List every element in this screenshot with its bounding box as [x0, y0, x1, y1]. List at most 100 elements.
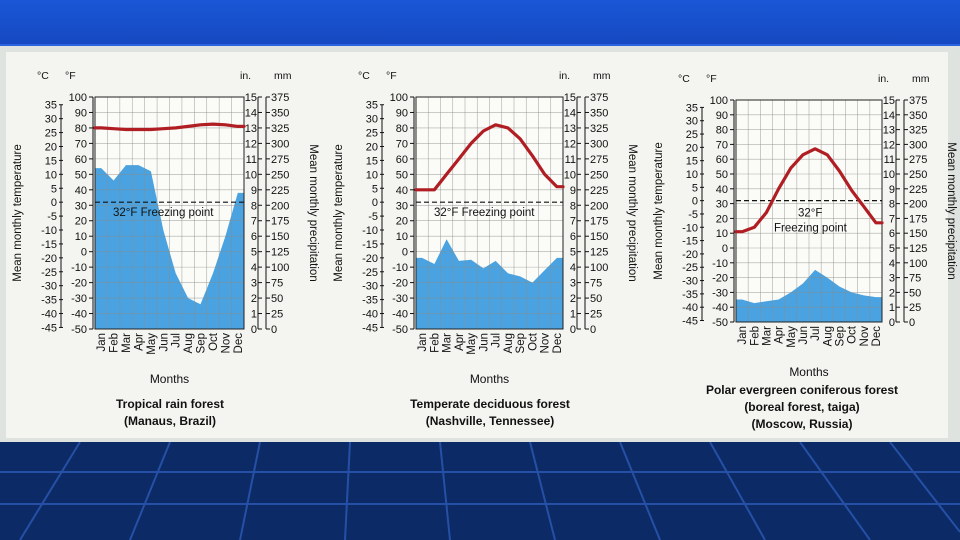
celsius-tick-label: -25 [682, 262, 698, 274]
plot-frame [415, 96, 564, 330]
mm-tick-label: 300 [909, 139, 927, 151]
fahrenheit-tick-label: 40 [75, 185, 87, 197]
mm-tick-label: 225 [271, 185, 289, 197]
chart-subtitle-2: (Moscow, Russia) [752, 417, 853, 431]
month-label: Dec [552, 333, 564, 354]
fahrenheit-tick-label: 90 [396, 107, 408, 119]
inch-tick-label: 7 [570, 216, 576, 228]
month-label: Apr [133, 333, 145, 351]
mm-tick-label: 275 [909, 154, 927, 166]
inch-tick-label: 1 [251, 309, 257, 321]
month-label: Mar [442, 333, 454, 353]
inch-tick-label: 12 [245, 138, 257, 150]
inch-tick-label: 4 [570, 262, 576, 274]
mm-tick-label: 0 [909, 317, 915, 329]
mm-tick-label: 100 [271, 262, 289, 274]
month-label: Apr [774, 326, 786, 344]
celsius-tick-label: -15 [682, 236, 698, 248]
fahrenheit-tick-label: 100 [390, 92, 408, 104]
fahrenheit-tick-label: -40 [71, 309, 87, 321]
month-label: Oct [527, 332, 539, 351]
slide-top-edge [0, 44, 960, 46]
inch-tick-label: 4 [889, 258, 895, 270]
fahrenheit-tick-label: -50 [392, 324, 408, 336]
mm-unit-label: mm [593, 70, 611, 82]
mm-tick-label: 250 [590, 169, 608, 181]
fahrenheit-tick-label: 20 [75, 216, 87, 228]
celsius-tick-label: 0 [372, 197, 378, 209]
celsius-tick-label: 30 [366, 114, 378, 126]
inch-tick-label: 9 [570, 185, 576, 197]
inch-tick-label: 0 [251, 324, 257, 336]
fahrenheit-tick-label: 10 [716, 228, 728, 240]
month-label: Jan [96, 333, 108, 352]
temperature-axis-title: Mean monthly temperature [333, 144, 345, 281]
fahrenheit-tick-label: 80 [75, 123, 87, 135]
plot-frame [735, 99, 883, 323]
mm-tick-label: 225 [909, 184, 927, 196]
chart-title: Polar evergreen coniferous forest [706, 383, 898, 397]
celsius-tick-label: -25 [41, 267, 57, 279]
celsius-tick-label: 5 [372, 183, 378, 195]
celsius-tick-label: 25 [686, 129, 698, 141]
celsius-tick-label: -5 [688, 209, 698, 221]
plot-frame [94, 96, 245, 330]
fahrenheit-tick-label: -10 [712, 258, 728, 270]
celsius-tick-label: 15 [686, 156, 698, 168]
mm-tick-label: 75 [271, 278, 283, 290]
inch-tick-label: 8 [251, 200, 257, 212]
month-label: Mar [761, 326, 773, 346]
temperature-axis-title: Mean monthly temperature [653, 142, 665, 279]
mm-tick-label: 25 [590, 309, 602, 321]
inch-tick-label: 11 [884, 154, 895, 166]
fahrenheit-tick-label: 20 [716, 213, 728, 225]
celsius-tick-label: 5 [692, 182, 698, 194]
mm-tick-label: 200 [271, 200, 289, 212]
mm-tick-label: 175 [590, 216, 608, 228]
mm-tick-label: 50 [590, 293, 602, 305]
fahrenheit-tick-label: 80 [396, 123, 408, 135]
climate-chart-2: 32°F Freezing point100908070605040302010… [333, 70, 638, 428]
month-label: Dec [233, 333, 245, 354]
mm-unit-label: mm [274, 70, 292, 82]
fahrenheit-tick-label: 20 [396, 216, 408, 228]
celsius-tick-label: -15 [362, 239, 378, 251]
fahrenheit-unit-label: °F [65, 70, 76, 82]
inch-tick-label: 15 [883, 95, 895, 107]
celsius-tick-label: -45 [682, 316, 698, 328]
chart-title: Temperate deciduous forest [410, 397, 570, 411]
inch-tick-label: 0 [570, 324, 576, 336]
months-axis-title: Months [150, 372, 189, 386]
fahrenheit-tick-label: -30 [71, 293, 87, 305]
month-label: Oct [208, 332, 220, 351]
temperature-axis-title: Mean monthly temperature [12, 144, 24, 281]
celsius-tick-label: 10 [45, 169, 57, 181]
inch-unit-label: in. [559, 70, 570, 82]
fahrenheit-tick-label: -10 [71, 262, 87, 274]
freezing-point-label-2: Freezing point [774, 223, 848, 235]
mm-tick-label: 325 [909, 125, 927, 137]
mm-tick-label: 50 [271, 293, 283, 305]
celsius-tick-label: 10 [366, 169, 378, 181]
celsius-tick-label: 30 [45, 114, 57, 126]
celsius-tick-label: 0 [692, 196, 698, 208]
fahrenheit-unit-label: °F [706, 73, 717, 85]
month-label: Oct [847, 325, 859, 344]
celsius-tick-label: -30 [682, 276, 698, 288]
fahrenheit-tick-label: -10 [392, 262, 408, 274]
mm-tick-label: 50 [909, 287, 921, 299]
inch-tick-label: 14 [564, 107, 576, 119]
inch-tick-label: 12 [883, 139, 895, 151]
mm-tick-label: 250 [271, 169, 289, 181]
mm-tick-label: 100 [909, 258, 927, 270]
mm-tick-label: 350 [271, 107, 289, 119]
fahrenheit-tick-label: -50 [712, 317, 728, 329]
inch-tick-label: 11 [246, 154, 257, 166]
celsius-tick-label: 25 [45, 128, 57, 140]
celsius-tick-label: 20 [45, 141, 57, 153]
month-label: Feb [749, 326, 761, 346]
inch-tick-label: 8 [570, 200, 576, 212]
mm-tick-label: 375 [590, 92, 608, 104]
month-label: Aug [183, 333, 195, 353]
